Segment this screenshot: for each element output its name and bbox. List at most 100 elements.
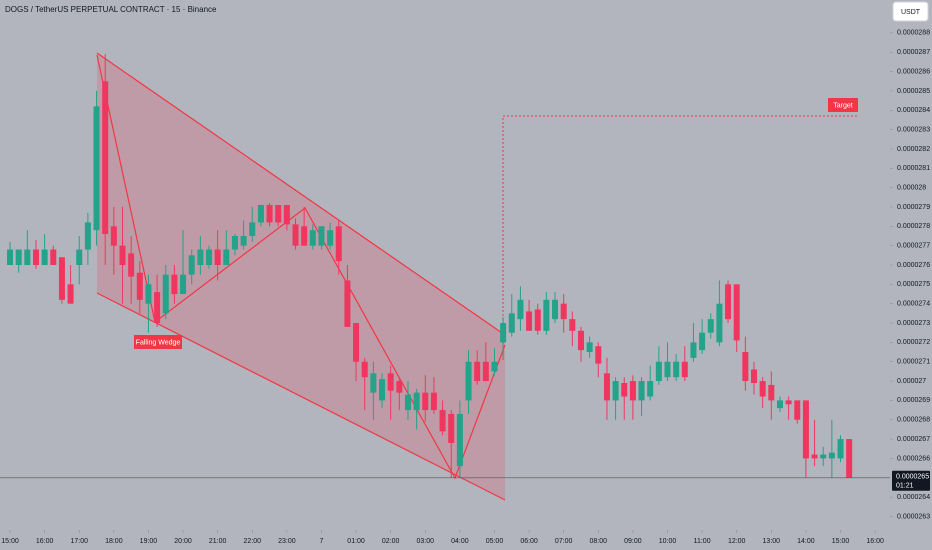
- candle-body: [465, 361, 472, 401]
- annotation: Target: [833, 102, 853, 109]
- y-tick-label: 0.0000284: [897, 107, 930, 114]
- y-tick-label: 0.0000263: [897, 513, 930, 520]
- y-tick-label: 0.0000275: [897, 281, 930, 288]
- candle-body: [67, 284, 74, 304]
- x-tick-label: 21:00: [209, 538, 227, 545]
- candle-body: [430, 392, 437, 411]
- candle-body: [370, 373, 377, 393]
- candle-body: [58, 257, 65, 300]
- candle-body: [681, 361, 688, 378]
- candle-body: [292, 224, 299, 246]
- candle-body: [448, 413, 455, 443]
- candle-body: [811, 454, 818, 459]
- candle-body: [846, 439, 853, 478]
- y-tick-label: 0.0000285: [897, 88, 930, 95]
- candle-body: [136, 272, 143, 300]
- candle-body: [110, 226, 117, 246]
- candle-body: [231, 235, 238, 250]
- candle-body: [50, 249, 57, 265]
- last-price-box: [892, 470, 930, 491]
- x-tick-label: 03:00: [417, 538, 435, 545]
- candle-body: [759, 381, 766, 397]
- candle-body: [171, 274, 178, 295]
- candle-body: [655, 361, 662, 382]
- candle-body: [534, 309, 541, 331]
- candle-body: [733, 284, 740, 341]
- annotation-box: [828, 98, 858, 112]
- candle-body: [707, 319, 714, 333]
- x-tick-label: 11:00: [694, 538, 711, 545]
- candle-body: [206, 249, 213, 265]
- candle-body: [629, 381, 636, 401]
- candle-body: [690, 342, 697, 358]
- candle-body: [500, 323, 507, 343]
- y-tick-label: 0.0000288: [897, 30, 930, 37]
- candle-body: [327, 230, 334, 246]
- candle-body: [249, 222, 256, 236]
- candle-body: [647, 381, 654, 397]
- candle-body: [716, 303, 723, 343]
- candle-body: [413, 392, 420, 411]
- x-tick-label: 08:00: [590, 538, 608, 545]
- candle-body: [768, 384, 775, 401]
- wedge-upper: [96, 52, 506, 336]
- y-tick-label: 0.0000271: [897, 359, 930, 366]
- candle-body: [699, 332, 706, 351]
- candle-body: [828, 452, 835, 459]
- candle-body: [586, 342, 593, 353]
- candle-body: [552, 299, 559, 320]
- candle-body: [664, 361, 671, 378]
- x-tick-label: 22:00: [243, 538, 261, 545]
- x-tick-label: 10:00: [659, 538, 677, 545]
- candle-body: [257, 205, 264, 223]
- candle-body: [15, 249, 22, 265]
- y-tick-label: 0.0000286: [897, 68, 930, 75]
- y-tick-label: 0.0000269: [897, 397, 930, 404]
- y-tick-label: 0.0000287: [897, 49, 930, 56]
- candle-body: [275, 205, 282, 223]
- y-tick-label: 0.000028: [897, 184, 926, 191]
- candle-body: [837, 439, 844, 459]
- candle-body: [638, 381, 645, 401]
- wedge-drawing: [96, 52, 857, 501]
- candle-body: [482, 361, 489, 382]
- x-tick-label: 05:00: [486, 538, 504, 545]
- candle-body: [180, 274, 187, 295]
- x-tick-label: 06:00: [520, 538, 538, 545]
- x-tick-label: 16:00: [36, 538, 54, 545]
- candle-body: [240, 235, 247, 246]
- candle-body: [517, 299, 524, 320]
- candle-body: [526, 311, 533, 331]
- candle-body: [820, 454, 827, 459]
- candle-body: [102, 81, 109, 235]
- x-tick-label: 01:00: [347, 538, 365, 545]
- countdown: 01:21: [896, 483, 914, 490]
- currency-box[interactable]: [892, 1, 929, 22]
- candle-body: [301, 226, 308, 246]
- y-tick-label: 0.0000273: [897, 320, 930, 327]
- candle-body: [569, 319, 576, 331]
- candle-body: [145, 284, 152, 304]
- candle-body: [491, 361, 498, 372]
- wedge-zigzag: [96, 54, 506, 480]
- candle-body: [802, 400, 809, 459]
- currency[interactable]: USDT: [901, 9, 921, 16]
- candle-body: [223, 249, 230, 265]
- annotation-box: [134, 335, 182, 349]
- candle-body: [785, 400, 792, 405]
- candle-body: [361, 361, 368, 378]
- annotation: Falling Wedge: [136, 339, 181, 346]
- candle-body: [404, 394, 411, 411]
- candle-body: [214, 249, 221, 265]
- candle-body: [439, 410, 446, 432]
- candle-body: [543, 299, 550, 331]
- candle-body: [24, 249, 31, 265]
- y-tick-label: 0.0000276: [897, 262, 930, 269]
- candle-body: [422, 392, 429, 411]
- last-price-label: 0.0000265: [896, 474, 929, 481]
- candle-body: [309, 230, 316, 246]
- x-tick-label: 23:00: [278, 538, 296, 545]
- candle-body: [344, 280, 351, 327]
- y-tick-label: 0.0000282: [897, 146, 930, 153]
- candle-body: [751, 369, 758, 383]
